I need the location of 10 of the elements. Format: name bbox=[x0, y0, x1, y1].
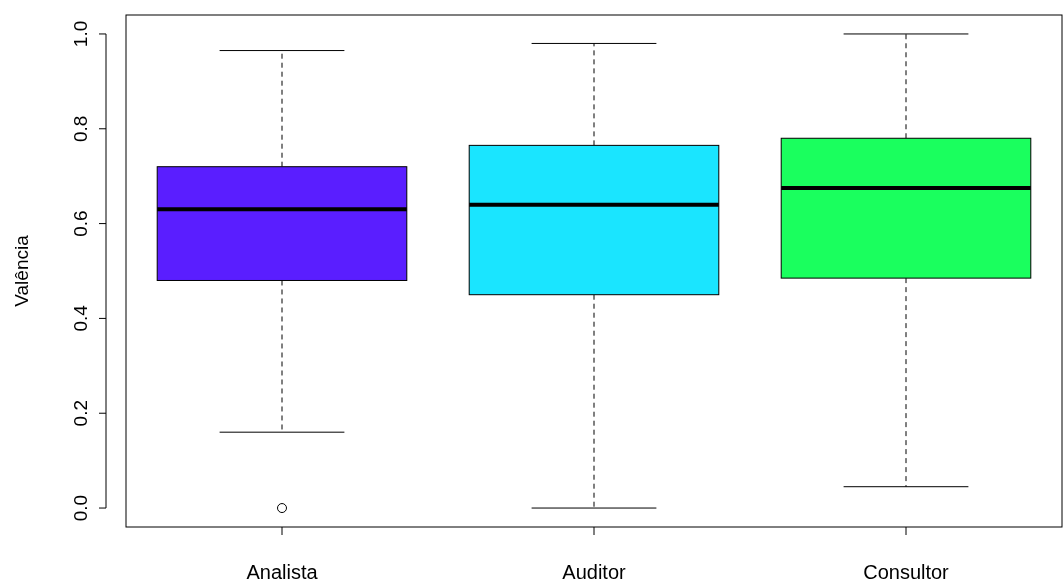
x-tick-label: Analista bbox=[246, 561, 319, 583]
y-tick-label: 0.8 bbox=[70, 115, 92, 142]
x-tick-label: Consultor bbox=[863, 561, 950, 583]
y-tick-label: 0.4 bbox=[70, 304, 92, 332]
y-axis-title: Valência bbox=[11, 234, 32, 307]
y-tick-label: 0.2 bbox=[70, 400, 92, 427]
x-tick-label: Auditor bbox=[562, 561, 627, 583]
y-tick-label: 0.0 bbox=[70, 494, 92, 522]
y-tick-label: 0.6 bbox=[70, 210, 92, 237]
y-tick-label: 1.0 bbox=[70, 20, 92, 48]
